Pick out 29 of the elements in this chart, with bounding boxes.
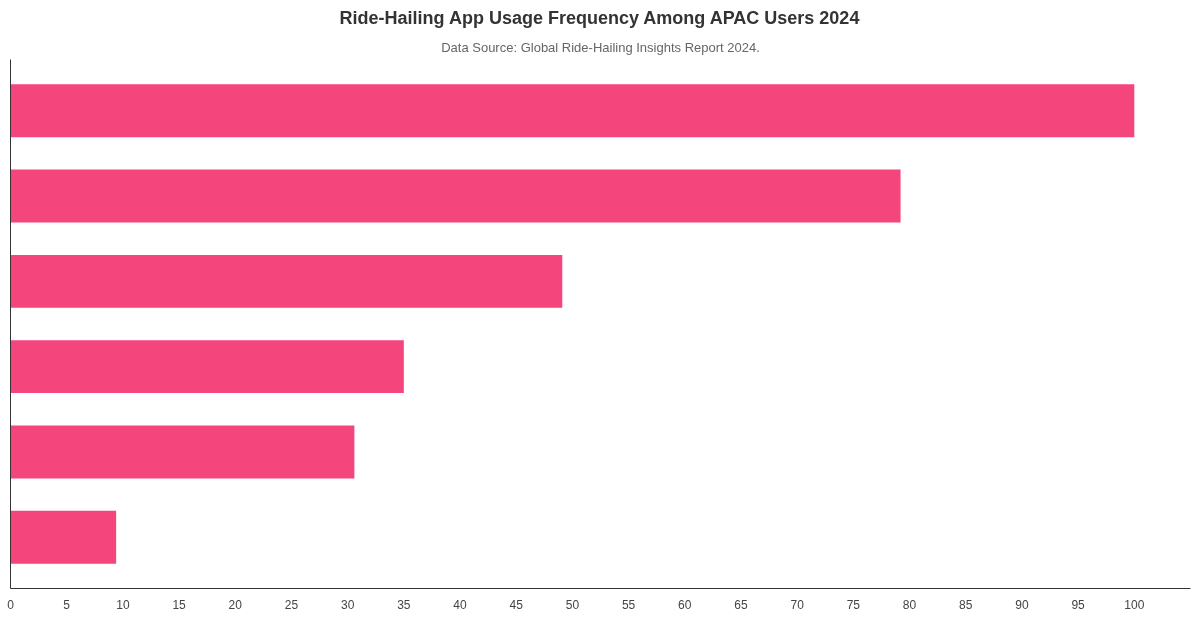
- x-tick-label: 50: [565, 597, 580, 612]
- x-tick-label: 80: [902, 597, 917, 612]
- x-tick-label: 10: [116, 597, 130, 612]
- x-tick-label: 95: [1071, 597, 1086, 612]
- x-tick-label: 20: [228, 597, 243, 612]
- bar: [10, 425, 355, 479]
- bar: [10, 340, 404, 394]
- bar: [10, 254, 563, 308]
- x-tick-label: 40: [453, 597, 468, 612]
- x-tick-label: 65: [734, 597, 748, 612]
- x-tick-label: 15: [172, 597, 187, 612]
- x-tick-label: 45: [509, 597, 524, 612]
- bar: [10, 84, 1135, 138]
- x-tick-label: 60: [678, 597, 692, 612]
- x-tick-label: 55: [621, 597, 636, 612]
- x-tick-label: 85: [959, 597, 973, 612]
- chart-subtitle: Data Source: Global Ride-Hailing Insights Report 2024.: [441, 39, 760, 55]
- x-tick-label: 100: [1124, 597, 1145, 612]
- chart-title: Ride-Hailing App Usage Frequency Among APAC Users 2024: [339, 7, 860, 28]
- x-tick-label: 75: [846, 597, 861, 612]
- x-tick-label: 35: [397, 597, 411, 612]
- bar: [10, 510, 117, 564]
- x-tick-label: 5: [63, 597, 71, 612]
- x-tick-label: 30: [340, 597, 355, 612]
- x-tick-label: 0: [7, 597, 15, 612]
- x-tick-label: 90: [1015, 597, 1029, 612]
- x-tick-label: 25: [284, 597, 299, 612]
- bar: [10, 169, 901, 223]
- x-tick-label: 70: [790, 597, 805, 612]
